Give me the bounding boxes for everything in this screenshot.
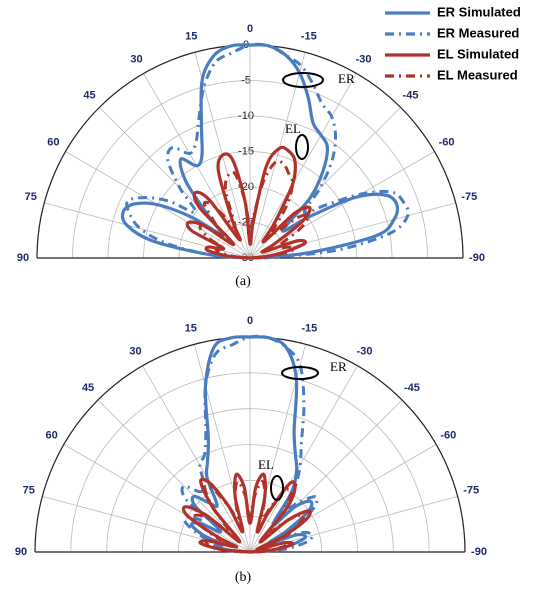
annotation-ellipse — [281, 366, 319, 380]
annotation-ellipse — [295, 134, 309, 160]
annotation-ellipse — [282, 72, 324, 88]
grid-radial — [249, 365, 358, 553]
annotation: EL — [258, 457, 274, 472]
series-line — [191, 479, 305, 554]
r-tick-label: -5 — [241, 74, 251, 86]
angle-tick-label: -90 — [469, 252, 485, 264]
series-line — [198, 159, 310, 260]
angle-tick-label: 0 — [247, 23, 253, 35]
grid-radial — [63, 444, 251, 553]
angle-tick-label: -60 — [439, 136, 455, 148]
annotation-ellipse — [270, 475, 284, 501]
angle-tick-label: 15 — [185, 323, 197, 335]
annotation: ER — [338, 71, 355, 86]
annotation: EL — [285, 121, 301, 136]
series-line — [125, 42, 410, 260]
angle-tick-label: 90 — [17, 252, 29, 264]
grid-radial — [97, 399, 251, 553]
annotation: ER — [330, 359, 347, 374]
legend-label: EL Measured — [437, 67, 518, 82]
angle-tick-label: -60 — [440, 429, 456, 441]
angle-tick-label: 90 — [15, 546, 27, 558]
angle-tick-label: -15 — [301, 323, 317, 335]
grid-radial — [142, 365, 251, 553]
angle-tick-label: 75 — [23, 485, 35, 497]
angle-tick-label: -30 — [356, 53, 372, 65]
angle-tick-label: -15 — [301, 31, 317, 43]
r-tick-label: -15 — [238, 145, 254, 157]
grid-radial — [249, 73, 357, 259]
angle-tick-label: 45 — [83, 89, 95, 101]
angle-tick-label: 45 — [82, 382, 94, 394]
angle-tick-label: 30 — [130, 53, 142, 65]
angle-tick-label: -75 — [463, 485, 479, 497]
series-line — [181, 472, 312, 554]
angle-tick-label: 75 — [25, 191, 37, 203]
angle-tick-label: 30 — [129, 346, 141, 358]
legend-label: ER Simulated — [437, 4, 521, 19]
angle-tick-label: 0 — [247, 315, 253, 327]
angle-tick-label: -75 — [461, 191, 477, 203]
legend-label: ER Measured — [437, 25, 519, 40]
legend-label: EL Simulated — [437, 46, 519, 61]
caption: (b) — [235, 570, 252, 585]
angle-tick-label: -30 — [357, 346, 373, 358]
angle-tick-label: -45 — [403, 89, 419, 101]
caption: (a) — [235, 274, 251, 289]
angle-tick-label: 60 — [47, 136, 59, 148]
angle-tick-label: -90 — [471, 546, 487, 558]
grid-radial — [249, 399, 403, 553]
angle-tick-label: 15 — [185, 31, 197, 43]
r-tick-label: -10 — [238, 110, 254, 122]
angle-tick-label: -45 — [404, 382, 420, 394]
angle-tick-label: 60 — [46, 429, 58, 441]
series-line — [185, 145, 312, 260]
